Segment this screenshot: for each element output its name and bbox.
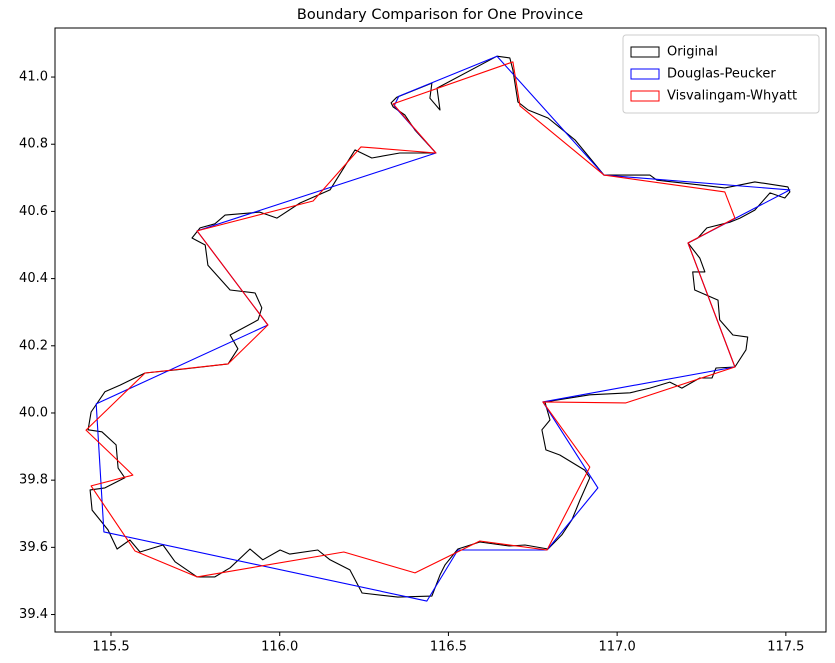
y-tick-label: 40.6: [19, 204, 48, 219]
legend-swatch: [630, 68, 660, 80]
x-tick-label: 116.5: [430, 640, 467, 655]
y-tick-label: 39.4: [19, 607, 48, 622]
legend-swatch: [630, 46, 660, 58]
y-tick-label: 40.0: [19, 405, 48, 420]
legend-label: Original: [667, 45, 718, 60]
boundary-polygon: [95, 55, 791, 602]
x-tick-label: 116.0: [261, 640, 298, 655]
legend-box: [622, 34, 820, 114]
x-tick-label: 117.5: [767, 640, 804, 655]
legend-label: Visvalingam-Whyatt: [667, 89, 797, 104]
x-tick-label: 115.5: [92, 640, 129, 655]
y-tick-label: 40.8: [19, 137, 48, 152]
chart-title: Boundary Comparison for One Province: [297, 7, 583, 23]
y-tick-label: 40.2: [19, 338, 48, 353]
boundary-polygon: [87, 55, 791, 598]
x-tick-label: 117.0: [599, 640, 636, 655]
boundary-polygon: [85, 61, 736, 578]
y-tick-label: 40.4: [19, 271, 48, 286]
y-tick-label: 39.8: [19, 473, 48, 488]
axes-frame: [54, 27, 827, 633]
legend-swatch: [630, 90, 660, 102]
legend-label: Douglas-Peucker: [667, 67, 776, 82]
y-tick-label: 39.6: [19, 540, 48, 555]
y-tick-label: 41.0: [19, 70, 48, 85]
